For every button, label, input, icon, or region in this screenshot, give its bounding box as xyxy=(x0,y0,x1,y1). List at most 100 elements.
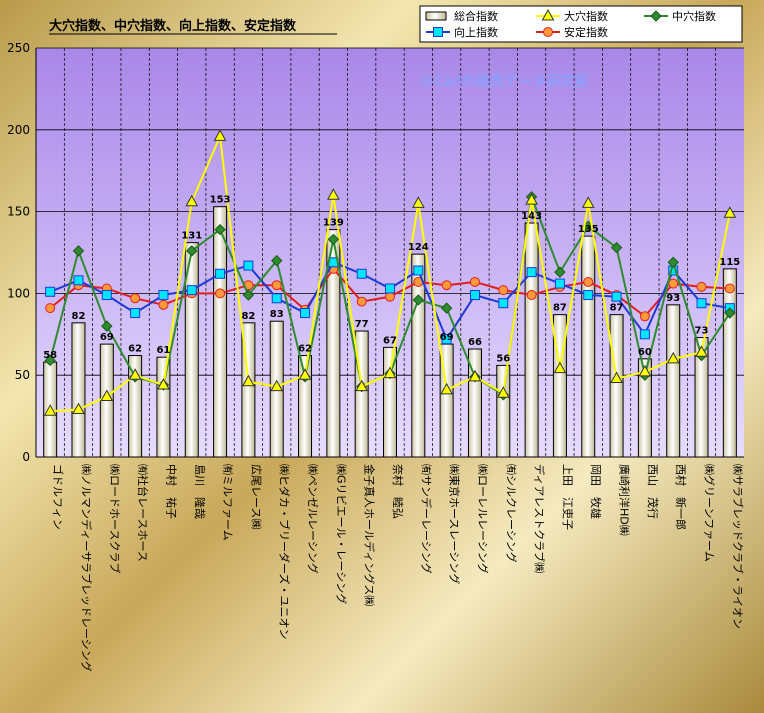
category-label-12: 奈村 睦弘 xyxy=(391,464,405,519)
series-1-point-9 xyxy=(298,368,312,380)
chart-title: 大穴指数、中穴指数、向上指数、安定指数 xyxy=(49,18,297,34)
series-1 xyxy=(43,129,737,416)
series-1-point-0 xyxy=(43,404,57,416)
category-label-16: ㈲シルクレーシング xyxy=(504,464,518,563)
series-3-point-8 xyxy=(271,293,282,304)
bar-label-10: 139 xyxy=(323,218,344,229)
series-1-point-23 xyxy=(695,345,708,357)
bar-label-0: 58 xyxy=(43,350,57,361)
category-label-14: ㈱東京ホースレーシング xyxy=(448,464,462,584)
bar-label-23: 73 xyxy=(695,326,709,337)
grid xyxy=(36,47,744,458)
series-4-point-21 xyxy=(639,311,650,322)
category-label-22: 西村 新一郎 xyxy=(674,464,688,530)
category-label-23: ㈱グリーンファーム xyxy=(703,464,717,562)
series-3-point-6 xyxy=(215,268,226,279)
series-2-point-20 xyxy=(610,241,623,254)
category-label-13: ㈲サンデーレーシング xyxy=(419,464,433,574)
series-3-point-12 xyxy=(385,283,395,294)
bar-16 xyxy=(496,364,511,458)
series-2-point-10 xyxy=(327,233,340,246)
series-3-point-9 xyxy=(300,308,311,319)
series-1-point-20 xyxy=(610,371,623,383)
legend-label-1: 大穴指数 xyxy=(564,9,608,23)
bar-20 xyxy=(609,314,624,458)
series-1-point-8 xyxy=(270,379,284,392)
series-4-point-23 xyxy=(696,281,707,292)
category-label-3: ㈲社台レースホース xyxy=(136,464,150,562)
bar-label-5: 131 xyxy=(181,231,202,242)
series-3-point-7 xyxy=(243,260,254,271)
series-1-point-7 xyxy=(242,374,255,387)
series-2-point-8 xyxy=(271,254,283,267)
category-labels: ゴドルフィン ㈱ノルマンディーサラブレッドレーシング ㈱ロードホースクラブ ㈲社台レー… xyxy=(51,464,745,672)
bar-label-12: 67 xyxy=(383,335,397,346)
series-1-point-16 xyxy=(496,386,510,398)
y-tick-label-4: 200 xyxy=(7,123,30,137)
bar-19 xyxy=(581,235,596,458)
series-2-point-5 xyxy=(186,245,198,257)
bar-label-19: 135 xyxy=(578,224,599,235)
series-4-point-3 xyxy=(130,293,141,304)
legend-swatch-marker-3 xyxy=(433,27,443,37)
series-4-point-8 xyxy=(271,280,282,291)
legend-item-4: 安定指数 xyxy=(536,25,608,39)
category-label-15: ㈱ローレルレーシング xyxy=(476,464,490,574)
series-3-point-3 xyxy=(130,308,141,319)
category-label-8: ㈱ヒダカ・ブリーダーズ・ユニオン xyxy=(278,464,292,639)
bar-label-3: 62 xyxy=(128,344,142,355)
series-2-point-14 xyxy=(440,302,453,314)
category-label-24: ㈱サラブレッドクラブ・ライオン xyxy=(731,464,745,629)
series-3-point-5 xyxy=(186,285,197,296)
y-axis-tick-labels: 0 50 100 150 200 250 xyxy=(7,41,30,464)
category-label-7: 広尾レース㈱ xyxy=(249,464,262,529)
series-3-point-19 xyxy=(583,290,594,301)
series-2-point-24 xyxy=(724,307,736,319)
bar-label-6: 153 xyxy=(210,195,231,206)
series-4-point-4 xyxy=(158,299,169,310)
category-label-5: 島川 隆哉 xyxy=(193,464,207,519)
legend-label-2: 中穴指数 xyxy=(672,9,716,23)
bar-label-13: 124 xyxy=(408,242,429,253)
legend-item-1: 大穴指数 xyxy=(536,8,608,23)
category-label-20: 廣崎利洋HD㈱ xyxy=(618,464,632,536)
series-2-point-18 xyxy=(554,266,566,278)
series-1-point-18 xyxy=(553,361,567,374)
series-1-point-13 xyxy=(411,196,425,208)
bar-label-11: 77 xyxy=(355,319,369,330)
series-3-point-21 xyxy=(639,329,650,340)
legend-label-0: 総合指数 xyxy=(454,9,498,23)
series-3-point-4 xyxy=(158,290,169,301)
series-2-point-2 xyxy=(101,320,113,332)
category-label-1: ㈱ノルマンディーサラブレッドレーシング xyxy=(79,464,93,672)
series-1-point-11 xyxy=(355,379,369,392)
legend-item-3: 向上指数 xyxy=(426,25,498,39)
bar-label-7: 82 xyxy=(241,311,255,322)
series-2-point-13 xyxy=(412,294,425,306)
bar-label-4: 61 xyxy=(156,345,170,356)
series-1-point-10 xyxy=(327,188,340,200)
series-2-point-7 xyxy=(242,289,255,301)
series-1-point-22 xyxy=(666,351,680,364)
bar-label-24: 115 xyxy=(719,257,740,268)
category-label-18: 上田 江吏子 xyxy=(561,464,574,530)
series-1-point-3 xyxy=(128,368,142,380)
series-1-point-5 xyxy=(185,194,199,207)
category-label-9: ㈱ペンゼルレーシング xyxy=(306,464,320,574)
series-1-point-2 xyxy=(100,389,114,401)
series-4-point-0 xyxy=(45,303,56,314)
bar-1 xyxy=(71,322,86,458)
bar-label-16: 56 xyxy=(496,353,510,364)
bar-22 xyxy=(666,304,681,458)
series-4-point-11 xyxy=(356,296,367,307)
legend-swatch-marker-1 xyxy=(541,8,555,21)
category-label-10: ㈱Gリビエール・レーシング xyxy=(334,464,348,604)
bar-label-22: 93 xyxy=(666,293,680,304)
series-4-point-12 xyxy=(385,291,395,302)
category-label-4: 中村 祐子 xyxy=(164,464,178,519)
legend-label-4: 安定指数 xyxy=(564,25,608,39)
bar-label-2: 69 xyxy=(100,332,114,343)
legend-swatch-marker-4 xyxy=(543,27,553,37)
bar-4 xyxy=(156,356,171,458)
